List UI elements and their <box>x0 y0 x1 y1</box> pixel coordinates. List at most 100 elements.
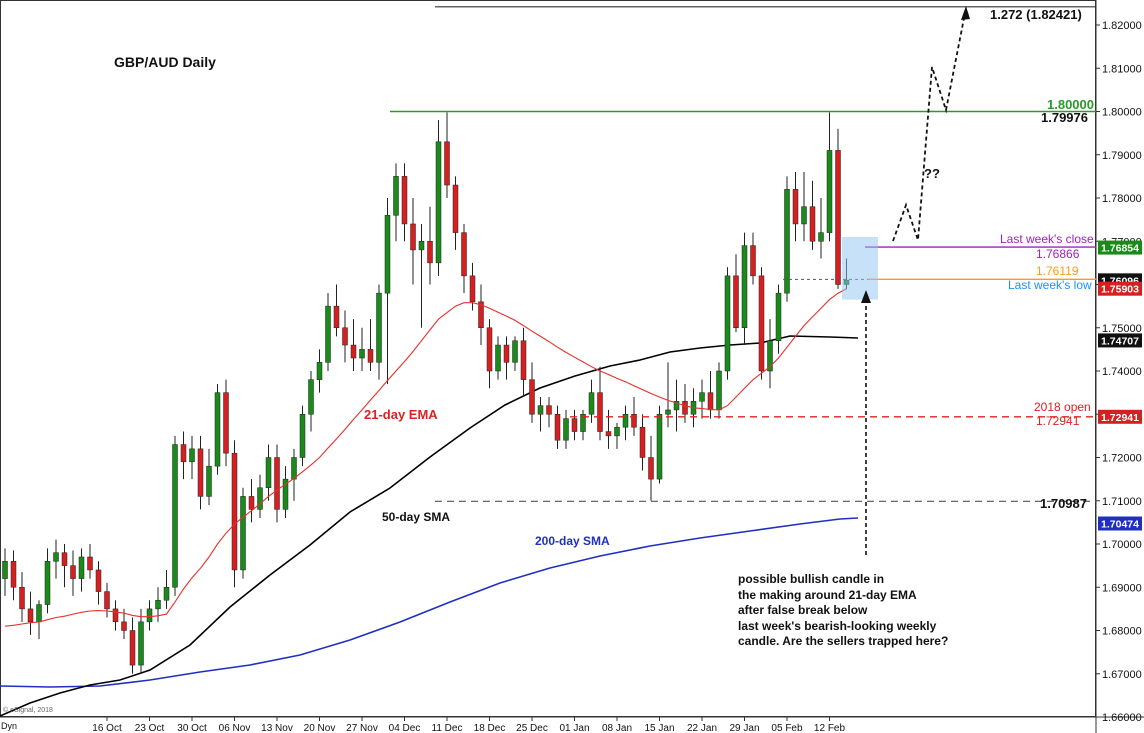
projection-path <box>892 7 967 242</box>
price-tag-label: 1.72941 <box>1101 412 1139 424</box>
time-tick-label: 05 Feb <box>771 723 803 733</box>
time-tick-label: 18 Dec <box>474 723 506 733</box>
weekly-range-box <box>842 236 878 300</box>
price-tick-label: 1.82000 <box>1102 20 1142 32</box>
candle-body <box>223 392 229 454</box>
candle-body <box>520 340 527 380</box>
candle-body <box>265 457 272 489</box>
candle-body <box>835 150 841 285</box>
candle-body <box>393 176 399 216</box>
candle-body <box>758 275 765 372</box>
candle-body <box>775 292 782 341</box>
candle-body <box>503 344 510 363</box>
candle-body <box>138 621 144 666</box>
candle-body <box>750 245 756 277</box>
candle-body <box>367 349 374 363</box>
candle-body <box>767 340 773 372</box>
candle-body <box>350 344 357 359</box>
candle-body <box>27 608 34 623</box>
candle-body <box>248 496 255 510</box>
price-tick-label: 1.70000 <box>1102 539 1142 551</box>
price-tick-label: 1.75000 <box>1102 323 1142 335</box>
price-tag-label: 1.74707 <box>1101 335 1139 347</box>
price-tag <box>1098 333 1142 348</box>
resistance-high-label: 1.79976 <box>1041 110 1088 125</box>
candle-body <box>384 215 391 294</box>
candle-body <box>435 141 442 264</box>
price-tag <box>1098 240 1142 255</box>
price-tick-label: 1.68000 <box>1102 626 1142 638</box>
chart-title: GBP/AUD Daily <box>114 54 216 70</box>
candle-body <box>61 552 68 566</box>
time-tick-label: 30 Oct <box>177 723 207 733</box>
candle-body <box>622 414 629 428</box>
candle-body <box>809 206 816 242</box>
candle-body <box>359 349 365 359</box>
candle-body <box>112 608 119 623</box>
candle-body <box>673 401 680 411</box>
candle-body <box>240 496 246 571</box>
price-tick-label: 1.78000 <box>1102 193 1142 205</box>
candle-body <box>733 275 739 329</box>
price-tick-label: 1.66000 <box>1102 712 1142 724</box>
candle-body <box>299 414 306 458</box>
price-tags: 1.768541.760961.759031.747071.729411.704… <box>1098 240 1142 531</box>
time-tick-label: 04 Dec <box>389 723 421 733</box>
price-tick-label: 1.80000 <box>1102 107 1142 119</box>
candle-body <box>180 444 187 463</box>
time-tick-label: 12 Feb <box>814 723 846 733</box>
candle-body <box>631 414 637 428</box>
candle-body <box>410 223 416 251</box>
price-tick-label: 1.67000 <box>1102 669 1142 681</box>
candle-body <box>784 189 790 294</box>
candle-body <box>648 457 654 480</box>
candle-body <box>537 405 544 415</box>
candle-body <box>401 176 408 225</box>
candle-body <box>87 556 93 571</box>
note-line: last week's bearish-looking weekly <box>738 619 937 633</box>
candle-body <box>129 630 136 666</box>
candle-body <box>214 392 221 467</box>
note-line: possible bullish candle in <box>738 572 884 586</box>
candle-body <box>2 561 8 579</box>
question-marks: ?? <box>924 166 940 181</box>
candle-body <box>53 552 59 562</box>
time-axis: 16 Oct 23 Oct 30 Oct 06 Nov 13 Nov 20 Nov 27 N… <box>92 717 846 733</box>
time-tick-label: 08 Jan <box>602 723 632 733</box>
candle-body <box>325 305 331 363</box>
candle-body <box>121 621 127 631</box>
time-tick-label: 13 Nov <box>261 723 293 733</box>
candle-body <box>189 448 195 463</box>
price-tick-label: 1.71000 <box>1102 496 1142 508</box>
last-week-close-label: Last week's close <box>1000 232 1094 246</box>
candle-body <box>699 392 705 402</box>
candle-body <box>155 599 161 610</box>
candle-body <box>495 344 501 372</box>
price-tag <box>1098 409 1142 424</box>
candle-body <box>95 569 102 592</box>
time-tick-label: 20 Nov <box>304 723 336 733</box>
candle-body <box>36 604 42 623</box>
candle-body <box>461 232 467 277</box>
candle-body <box>469 275 476 303</box>
price-tag-label: 1.70474 <box>1101 518 1139 530</box>
price-tick-label: 1.81000 <box>1102 63 1142 75</box>
candle-body <box>10 561 17 588</box>
candle-body <box>554 414 561 441</box>
candle-body <box>231 452 238 571</box>
2018-open-label: 2018 open <box>1034 400 1091 414</box>
candle-body <box>206 465 212 497</box>
trade-note: possible bullish candle in the making ar… <box>738 572 948 648</box>
time-tick-label: 29 Jan <box>729 723 759 733</box>
candle-body <box>291 457 297 480</box>
price-tick-label: 1.74000 <box>1102 366 1142 378</box>
price-tag-label: 1.76854 <box>1101 243 1139 255</box>
candle-body <box>316 362 323 380</box>
candle-body <box>418 241 425 251</box>
candle-body <box>172 444 178 588</box>
support-value: 1.70987 <box>1040 496 1087 511</box>
time-tick-label: 06 Nov <box>219 723 251 733</box>
time-tick-label: 11 Dec <box>432 723 463 733</box>
candle-body <box>163 587 170 601</box>
